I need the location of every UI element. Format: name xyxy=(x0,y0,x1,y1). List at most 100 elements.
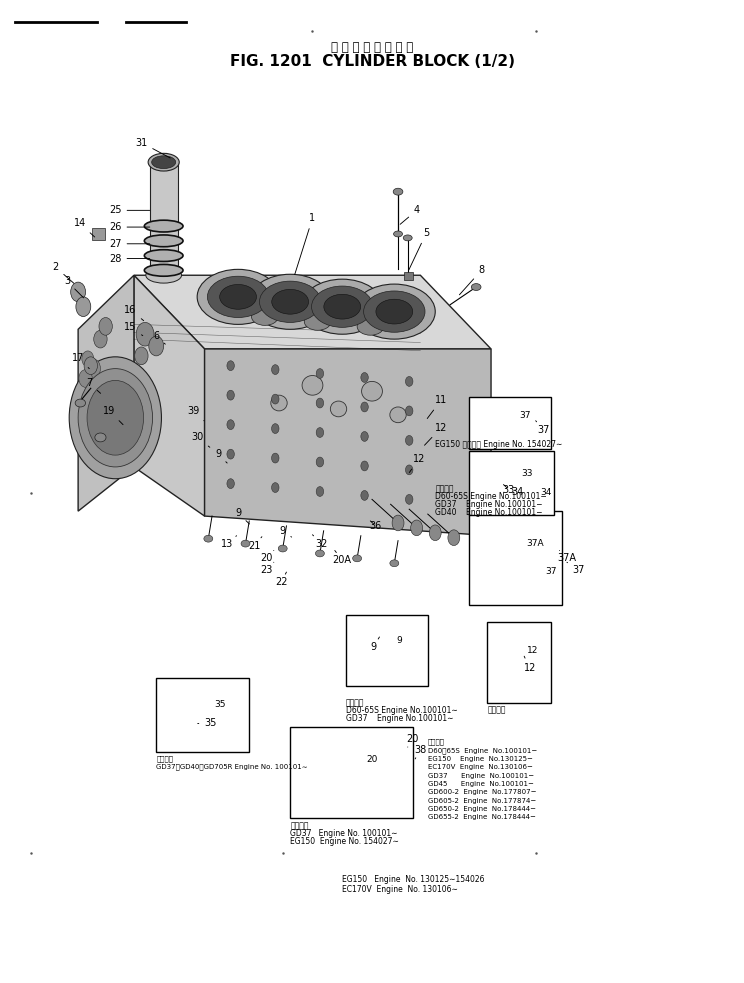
Text: 適用号等: 適用号等 xyxy=(156,756,173,762)
Text: GD37    Engine No.100101∼: GD37 Engine No.100101∼ xyxy=(346,714,453,723)
Text: EG150   Engine  No. 130125∼154026: EG150 Engine No. 130125∼154026 xyxy=(342,875,485,885)
Ellipse shape xyxy=(312,286,373,327)
Ellipse shape xyxy=(394,231,403,237)
Circle shape xyxy=(361,491,368,500)
Text: 30: 30 xyxy=(191,433,210,447)
Ellipse shape xyxy=(364,291,425,332)
Bar xyxy=(346,615,428,686)
Circle shape xyxy=(448,530,460,546)
Circle shape xyxy=(411,520,423,536)
Text: 3: 3 xyxy=(64,276,83,298)
Text: 14: 14 xyxy=(74,218,94,237)
Circle shape xyxy=(71,282,86,302)
Text: 21: 21 xyxy=(248,537,262,550)
Circle shape xyxy=(429,525,441,541)
Text: 34: 34 xyxy=(511,488,523,497)
Text: 20: 20 xyxy=(407,734,419,747)
Circle shape xyxy=(82,351,94,367)
Circle shape xyxy=(86,359,100,378)
Ellipse shape xyxy=(152,156,176,169)
Text: 37: 37 xyxy=(545,567,557,576)
Text: GD605-2  Engine  No.177874−: GD605-2 Engine No.177874− xyxy=(428,797,536,804)
Text: FIG. 1201  CYLINDER BLOCK (1/2): FIG. 1201 CYLINDER BLOCK (1/2) xyxy=(229,54,515,70)
Text: D60・65S  Engine  No.100101−: D60・65S Engine No.100101− xyxy=(428,747,537,754)
Bar xyxy=(404,272,413,280)
Polygon shape xyxy=(78,275,134,511)
Circle shape xyxy=(405,465,413,475)
Circle shape xyxy=(316,428,324,437)
Text: 20A: 20A xyxy=(333,550,352,565)
Circle shape xyxy=(272,453,279,463)
Text: 36: 36 xyxy=(370,521,382,531)
Circle shape xyxy=(405,435,413,445)
Text: 20: 20 xyxy=(260,550,274,563)
Ellipse shape xyxy=(394,188,403,195)
Circle shape xyxy=(361,432,368,441)
Ellipse shape xyxy=(315,549,324,556)
Text: 適用号等: 適用号等 xyxy=(428,739,445,745)
Text: 4: 4 xyxy=(400,205,420,224)
Ellipse shape xyxy=(390,560,399,566)
Text: 適用号等: 適用号等 xyxy=(487,705,506,715)
Ellipse shape xyxy=(353,554,362,562)
Text: EG150    Engine  No.130125−: EG150 Engine No.130125− xyxy=(428,756,533,762)
Circle shape xyxy=(405,494,413,504)
Circle shape xyxy=(227,479,234,489)
Text: 33: 33 xyxy=(522,469,533,478)
Text: 26: 26 xyxy=(109,222,150,232)
Text: GD37      Engine  No.100101−: GD37 Engine No.100101− xyxy=(428,773,534,779)
Circle shape xyxy=(227,390,234,400)
Ellipse shape xyxy=(403,235,412,241)
Ellipse shape xyxy=(271,395,287,411)
Text: 7: 7 xyxy=(86,378,100,393)
Ellipse shape xyxy=(144,220,183,232)
Ellipse shape xyxy=(376,299,413,324)
Text: EG150 適用号等 Engine No. 154027∼: EG150 適用号等 Engine No. 154027∼ xyxy=(435,439,562,449)
Circle shape xyxy=(78,369,153,467)
Circle shape xyxy=(94,330,107,348)
Ellipse shape xyxy=(144,235,183,247)
Ellipse shape xyxy=(75,399,86,407)
Ellipse shape xyxy=(249,274,331,329)
Circle shape xyxy=(316,398,324,408)
Polygon shape xyxy=(205,349,491,536)
Text: EC170V  Engine  No.130106−: EC170V Engine No.130106− xyxy=(428,764,533,771)
Ellipse shape xyxy=(304,313,331,330)
Ellipse shape xyxy=(272,289,309,315)
Text: 9: 9 xyxy=(215,449,227,463)
Ellipse shape xyxy=(472,284,481,291)
Text: 6: 6 xyxy=(153,331,165,344)
Circle shape xyxy=(69,357,161,479)
Text: 1: 1 xyxy=(295,213,315,274)
Bar xyxy=(92,228,105,240)
Text: 9: 9 xyxy=(397,636,403,645)
Ellipse shape xyxy=(241,541,250,547)
Circle shape xyxy=(316,487,324,496)
Ellipse shape xyxy=(260,281,321,322)
Text: GD37・GD40・GD705R Engine No. 100101∼: GD37・GD40・GD705R Engine No. 100101∼ xyxy=(156,764,308,770)
Circle shape xyxy=(84,357,97,375)
Bar xyxy=(150,162,178,275)
Text: GD45      Engine  No.100101−: GD45 Engine No.100101− xyxy=(428,781,533,787)
Text: 12: 12 xyxy=(527,646,538,655)
Circle shape xyxy=(149,336,164,356)
Bar xyxy=(487,622,551,703)
Text: EG150  Engine No. 154027∼: EG150 Engine No. 154027∼ xyxy=(290,837,399,846)
Text: 12: 12 xyxy=(425,423,447,445)
Circle shape xyxy=(227,420,234,430)
Circle shape xyxy=(272,394,279,404)
Ellipse shape xyxy=(330,401,347,417)
Text: 34: 34 xyxy=(540,489,552,497)
Circle shape xyxy=(361,461,368,471)
Text: GD37    Engine No.100101−: GD37 Engine No.100101− xyxy=(435,499,542,509)
Circle shape xyxy=(227,449,234,459)
Circle shape xyxy=(361,402,368,412)
Text: 31: 31 xyxy=(135,138,170,158)
Text: 38: 38 xyxy=(414,745,426,759)
Ellipse shape xyxy=(353,284,435,339)
Ellipse shape xyxy=(144,250,183,261)
Circle shape xyxy=(272,424,279,434)
Text: 37A: 37A xyxy=(557,550,577,563)
Circle shape xyxy=(392,515,404,531)
Circle shape xyxy=(405,376,413,386)
